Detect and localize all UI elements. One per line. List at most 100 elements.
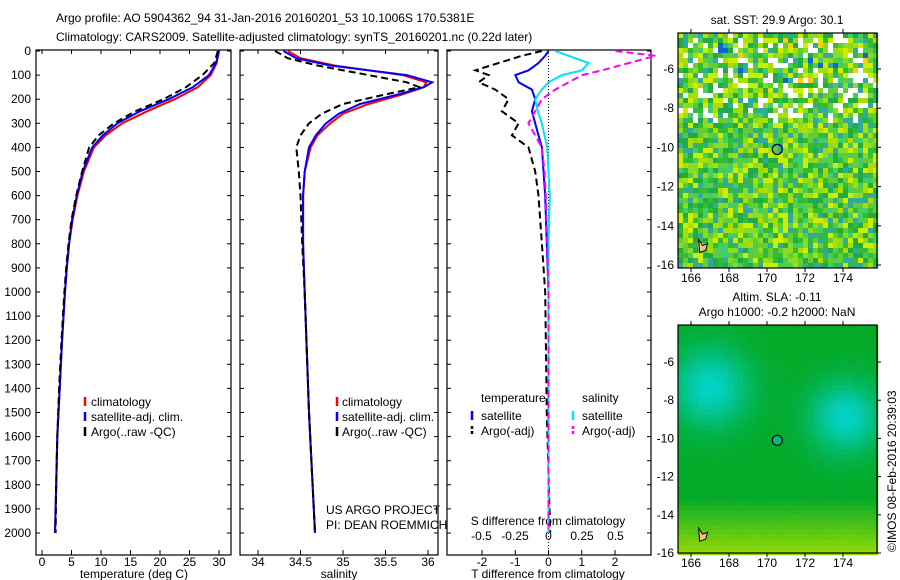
map-cell <box>713 325 719 331</box>
map-cell <box>868 340 874 346</box>
map-cell <box>693 495 699 501</box>
map-cell <box>738 510 744 516</box>
map-cell <box>683 63 689 69</box>
map-cell <box>783 495 789 501</box>
map-cell <box>853 390 859 396</box>
map-cell <box>723 365 729 371</box>
map-cell <box>733 198 739 204</box>
map-cell <box>683 425 689 431</box>
map-cell <box>683 68 689 74</box>
map-cell <box>778 495 784 501</box>
map-cell <box>823 530 829 536</box>
map-cell <box>743 445 749 451</box>
map-cell <box>743 475 749 481</box>
map-cell <box>723 43 729 49</box>
map-cell <box>688 218 694 224</box>
map-cell <box>843 415 849 421</box>
sla-map-title-1: Altim. SLA: -0.11 <box>732 290 821 304</box>
map-cell <box>808 68 814 74</box>
map-cell <box>713 258 719 264</box>
map-cell <box>818 345 824 351</box>
map-cell <box>773 375 779 381</box>
map-cell <box>708 510 714 516</box>
map-cell <box>848 365 854 371</box>
map-cell <box>688 485 694 491</box>
map-cell <box>848 325 854 331</box>
map-cell <box>748 475 754 481</box>
map-cell <box>808 168 814 174</box>
map-cell <box>813 78 819 84</box>
map-cell <box>743 425 749 431</box>
map-cell <box>698 435 704 441</box>
map-cell <box>688 78 694 84</box>
map-cell <box>748 103 754 109</box>
map-cell <box>798 390 804 396</box>
map-cell <box>828 400 834 406</box>
map-cell <box>678 223 684 229</box>
map-cell <box>683 48 689 54</box>
map-cell <box>763 490 769 496</box>
map-cell <box>848 430 854 436</box>
map-cell <box>848 525 854 531</box>
map-cell <box>828 178 834 184</box>
map-cell <box>828 93 834 99</box>
map-cell <box>708 465 714 471</box>
map-cell <box>858 365 864 371</box>
map-cell <box>723 510 729 516</box>
map-cell <box>773 168 779 174</box>
difference-line-2 <box>534 50 591 533</box>
map-cell <box>818 430 824 436</box>
map-cell <box>743 375 749 381</box>
map-cell <box>683 435 689 441</box>
map-cell <box>873 53 879 59</box>
map-cell <box>848 500 854 506</box>
map-cell <box>778 425 784 431</box>
map-cell <box>828 490 834 496</box>
map-cell <box>758 98 764 104</box>
map-cell <box>703 360 709 366</box>
map-cell <box>743 540 749 546</box>
map-cell <box>748 73 754 79</box>
map-cell <box>868 68 874 74</box>
map-cell <box>803 390 809 396</box>
map-cell <box>778 203 784 209</box>
map-cell <box>773 350 779 356</box>
map-cell <box>808 183 814 189</box>
map-cell <box>713 83 719 89</box>
map-cell <box>803 410 809 416</box>
map-cell <box>678 203 684 209</box>
map-cell <box>688 138 694 144</box>
map-cell <box>688 243 694 249</box>
map-cell <box>698 258 704 264</box>
map-cell <box>803 233 809 239</box>
map-cell <box>768 123 774 129</box>
map-cell <box>683 345 689 351</box>
map-cell <box>738 420 744 426</box>
map-cell <box>763 395 769 401</box>
map-cell <box>818 455 824 461</box>
map-cell <box>818 420 824 426</box>
map-cell <box>793 228 799 234</box>
map-cell <box>683 223 689 229</box>
map-cell <box>858 123 864 129</box>
map-cell <box>813 248 819 254</box>
map-cell <box>758 93 764 99</box>
map-cell <box>698 360 704 366</box>
map-cell <box>843 525 849 531</box>
map-cell <box>738 450 744 456</box>
map-cell <box>703 103 709 109</box>
map-cell <box>873 133 879 139</box>
map-cell <box>678 470 684 476</box>
map-cell <box>808 128 814 134</box>
legend-label: Argo(-adj) <box>481 424 534 438</box>
map-cell <box>708 108 714 114</box>
map-cell <box>703 445 709 451</box>
map-cell <box>828 123 834 129</box>
map-cell <box>698 480 704 486</box>
map-cell <box>823 525 829 531</box>
map-cell <box>848 123 854 129</box>
map-cell <box>733 63 739 69</box>
map-cell <box>823 218 829 224</box>
map-cell <box>833 525 839 531</box>
map-cell <box>678 128 684 134</box>
